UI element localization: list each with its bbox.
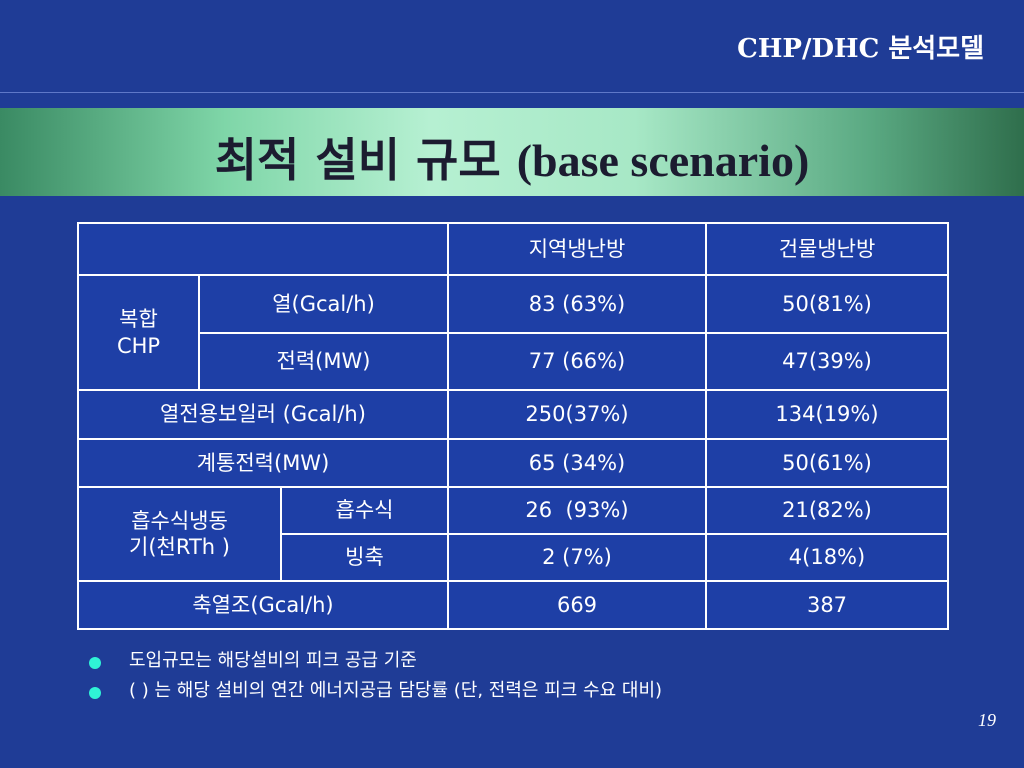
table-row: 복합 CHP 열(Gcal/h) 83 (63%) 50(81%) [77, 274, 949, 391]
cell-heat-district: 83 (63%) [447, 274, 707, 334]
chiller-label-line1: 흡수식냉동 [131, 508, 228, 533]
cell-storage-building: 387 [705, 580, 949, 630]
row-label-absorption: 흡수식 [280, 486, 449, 535]
table-row: 계통전력(MW) 65 (34%) 50(61%) [77, 438, 949, 488]
cell-grid-building: 50(61%) [705, 438, 949, 488]
cell-power-building: 47(39%) [705, 332, 949, 391]
cell-heat-building: 50(81%) [705, 274, 949, 334]
list-item: ( ) 는 해당 설비의 연간 에너지공급 담당률 (단, 전력은 피크 수요 … [87, 676, 662, 706]
bullet-icon [89, 657, 101, 669]
chp-label-line2: CHP [116, 333, 161, 358]
table-row: 열전용보일러 (Gcal/h) 250(37%) 134(19%) [77, 389, 949, 440]
cell-absorption-building: 21(82%) [705, 486, 949, 535]
cell-absorption-district: 26 (93%) [447, 486, 707, 535]
note-text: ( ) 는 해당 설비의 연간 에너지공급 담당률 (단, 전력은 피크 수요 … [129, 680, 663, 701]
row-label-ice: 빙축 [280, 533, 449, 582]
column-header-building: 건물냉난방 [705, 222, 949, 276]
chiller-group-label: 흡수식냉동 기(천RTh ) [77, 486, 282, 582]
cell-ice-district: 2 (7%) [447, 533, 707, 582]
table-row: 전력(MW) 77 (66%) 47(39%) [78, 332, 949, 391]
table-row: 빙축 2 (7%) 4(18%) [78, 533, 949, 582]
table-row: 축열조(Gcal/h) 669 387 [77, 580, 949, 630]
page-number: 19 [978, 710, 996, 730]
chiller-label-line2: 기(천RTh ) [129, 535, 230, 559]
row-label-grid: 계통전력(MW) [77, 438, 449, 488]
list-item: 도입규모는 해당설비의 피크 공급 기준 [87, 646, 662, 676]
row-label-heat: 열(Gcal/h) [198, 274, 449, 334]
table-header-row: 지역냉난방 건물냉난방 [77, 222, 949, 276]
cell-ice-building: 4(18%) [705, 533, 949, 582]
row-label-boiler: 열전용보일러 (Gcal/h) [77, 389, 449, 440]
header-title: CHP/DHC 분석모델 [737, 34, 984, 64]
header-empty-cell [77, 222, 449, 276]
header-divider [0, 92, 1024, 93]
chp-label-line1: 복합 [119, 307, 158, 332]
table-row: 흡수식냉동 기(천RTh ) 흡수식 26 (93%) 21(82%) [77, 486, 949, 582]
slide-title: 최적 설비 규모 (base scenario) [0, 124, 1024, 190]
column-header-district: 지역냉난방 [447, 222, 707, 276]
capacity-table: 지역냉난방 건물냉난방 복합 CHP 열(Gcal/h) 83 (63%) 50… [77, 222, 949, 630]
cell-grid-district: 65 (34%) [447, 438, 707, 488]
slide-title-korean: 최적 설비 규모 [214, 133, 501, 187]
row-label-power: 전력(MW) [198, 332, 449, 391]
notes-list: 도입규모는 해당설비의 피크 공급 기준 ( ) 는 해당 설비의 연간 에너지… [87, 646, 662, 706]
bullet-icon [89, 687, 101, 699]
cell-boiler-district: 250(37%) [447, 389, 707, 440]
slide-title-english: (base scenario) [516, 135, 810, 186]
cell-boiler-building: 134(19%) [705, 389, 949, 440]
cell-power-district: 77 (66%) [447, 332, 707, 391]
cell-storage-district: 669 [447, 580, 707, 630]
chp-group-label: 복합 CHP [77, 274, 200, 391]
row-label-storage: 축열조(Gcal/h) [77, 580, 449, 630]
note-text: 도입규모는 해당설비의 피크 공급 기준 [129, 650, 417, 671]
title-banner [0, 108, 1024, 196]
